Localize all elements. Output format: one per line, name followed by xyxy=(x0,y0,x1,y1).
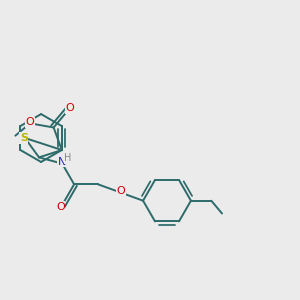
Text: H: H xyxy=(64,153,72,163)
Text: O: O xyxy=(56,202,64,212)
Text: O: O xyxy=(65,103,74,113)
Text: O: O xyxy=(26,117,34,127)
Text: N: N xyxy=(58,157,66,167)
Text: S: S xyxy=(20,133,28,143)
Text: O: O xyxy=(117,186,125,196)
